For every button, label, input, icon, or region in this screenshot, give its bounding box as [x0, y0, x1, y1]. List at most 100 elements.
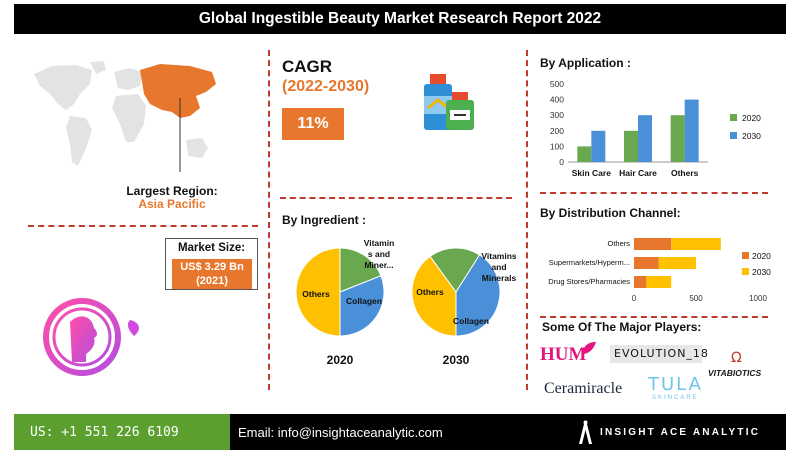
pie-year-label: 2030	[443, 353, 470, 367]
y-tick-label: 400	[550, 95, 564, 105]
pie-label: Collagen	[346, 296, 382, 306]
bar-2020	[670, 115, 685, 162]
omega-icon: Ω	[731, 350, 742, 366]
divider	[526, 50, 528, 390]
footer-phone: US: +1 551 226 6109	[14, 414, 230, 450]
market-size-value: US$ 3.29 Bn (2021)	[172, 259, 252, 289]
major-players-title: Some Of The Major Players:	[542, 320, 702, 334]
market-size-amount: US$ 3.29 Bn	[180, 261, 244, 273]
map-asia-pacific	[140, 64, 216, 118]
bar-2030	[638, 115, 652, 162]
application-bar-chart: 0 100 200 300 400 500 Skin Care Hair Care Others…	[550, 79, 761, 178]
x-tick-label: 500	[689, 294, 703, 303]
y-tick-label: 300	[550, 110, 564, 120]
legend-swatch	[730, 132, 737, 139]
by-ingredient-title: By Ingredient :	[282, 213, 367, 227]
market-size-label: Market Size:	[177, 242, 246, 254]
footer-brand: INSIGHT ACE ANALYTIC	[572, 414, 786, 450]
world-map	[34, 61, 216, 172]
x-tick-label: 0	[632, 294, 637, 303]
pie-label: and	[491, 262, 506, 272]
x-tick-label: 1000	[749, 294, 767, 303]
cagr-value: 11%	[282, 108, 344, 140]
pie-slice-others	[295, 247, 341, 337]
pie-label: Minerals	[482, 273, 516, 283]
map-north-america	[34, 65, 92, 110]
pie-slice-vitamins-and-minerals	[429, 247, 481, 293]
y-category-label: Others	[607, 239, 630, 248]
pie-slice-vitamins-and-minerals	[339, 247, 382, 293]
map-greenland	[90, 61, 106, 74]
y-tick-label: 200	[550, 126, 564, 136]
market-size-box: Market Size: US$ 3.29 Bn (2021)	[165, 238, 258, 290]
legend-swatch	[730, 114, 737, 121]
player-vitabiotics-logo: VITABIOTICS	[708, 368, 762, 378]
divider	[28, 225, 258, 227]
pie-label: Collagen	[453, 316, 489, 326]
cagr-title: CAGR	[282, 57, 333, 76]
legend-label: 2030	[742, 131, 761, 141]
pie-label: Miner...	[364, 260, 393, 270]
legend-label: 2020	[742, 113, 761, 123]
bar-2030	[671, 238, 721, 250]
map-africa	[112, 94, 146, 142]
pie-label: Others	[302, 289, 330, 299]
bar-2030	[591, 130, 606, 162]
y-tick-label: 500	[550, 79, 564, 89]
map-europe	[114, 68, 142, 90]
report-title: Global Ingestible Beauty Market Research…	[14, 4, 786, 34]
pie-slice-others	[411, 255, 457, 337]
x-tick-label: Others	[671, 168, 699, 178]
legend-swatch	[742, 252, 749, 259]
divider	[280, 197, 512, 199]
y-tick-label: 0	[559, 157, 564, 167]
distribution-bar-chart: Others Supermarkets/Hyperm... Drug Stores/…	[548, 238, 771, 303]
supplements-bottles-icon	[424, 74, 474, 130]
bar-2030	[646, 276, 672, 288]
bar-2030	[658, 257, 696, 269]
bar-2020	[634, 238, 672, 250]
map-australia	[186, 138, 208, 158]
pie-label: s and	[368, 249, 390, 259]
player-tula-subtitle: SKINCARE	[652, 395, 699, 401]
cagr-years: (2022-2030)	[282, 78, 370, 95]
legend-label: 2030	[752, 267, 771, 277]
player-ceramiracle-logo: Ceramiracle	[544, 380, 623, 397]
largest-region-label: Largest Region:	[126, 184, 218, 198]
bar-2020	[634, 257, 659, 269]
pie-slice-collagen	[455, 254, 501, 337]
footer-email[interactable]: Email: info@insightaceanalytic.com	[230, 414, 572, 450]
player-tula-logo: TULA	[648, 374, 703, 395]
pie-year-label: 2020	[327, 353, 354, 367]
divider	[268, 50, 270, 390]
legend-label: 2020	[752, 251, 771, 261]
pie-label: Others	[416, 287, 444, 297]
pie-slice-collagen	[339, 275, 385, 337]
leaf-icon	[582, 342, 596, 354]
player-evolution18-logo: EVOLUTION_18	[610, 345, 708, 363]
x-tick-label: Skin Care	[572, 168, 611, 178]
by-distribution-title: By Distribution Channel:	[540, 206, 681, 220]
pie-label: Vitamins	[481, 251, 516, 261]
by-application-title: By Application :	[540, 56, 631, 70]
bar-2030	[684, 99, 699, 162]
beauty-face-icon	[43, 298, 139, 376]
bar-2020	[634, 276, 647, 288]
divider	[540, 192, 768, 194]
market-size-year: (2021)	[196, 275, 228, 287]
insight-ace-logo-icon	[579, 420, 592, 444]
y-category-label: Drug Stores/Pharmacies	[548, 277, 630, 286]
player-hum-logo: HUM	[540, 344, 587, 365]
y-category-label: Supermarkets/Hyperm...	[549, 258, 630, 267]
largest-region-value: Asia Pacific	[138, 197, 206, 211]
divider	[540, 316, 768, 318]
legend-swatch	[742, 268, 749, 275]
y-tick-label: 100	[550, 141, 564, 151]
map-south-america	[66, 116, 92, 166]
x-tick-label: Hair Care	[619, 168, 657, 178]
bar-2020	[577, 146, 592, 162]
pie-label: Vitamin	[364, 238, 395, 248]
bar-2020	[624, 130, 638, 162]
